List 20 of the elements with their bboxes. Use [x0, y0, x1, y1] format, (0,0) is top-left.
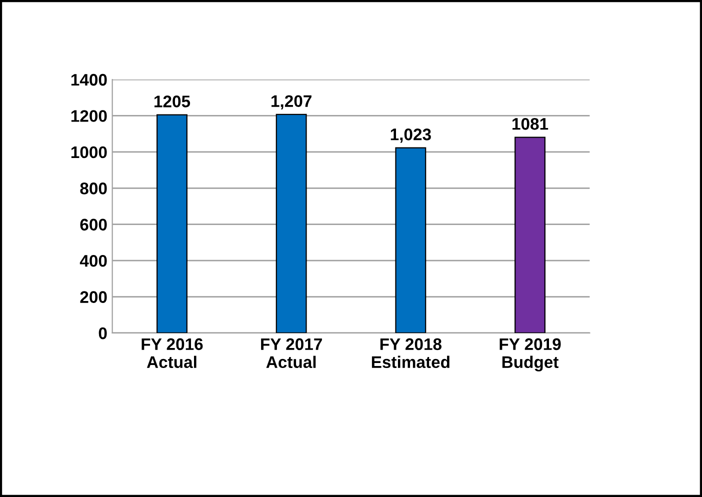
bar — [395, 147, 426, 333]
y-tick-label: 800 — [80, 182, 107, 194]
y-tick-label: 200 — [80, 291, 107, 303]
y-tick-label: 600 — [80, 218, 107, 231]
data-label: 1205 — [154, 96, 190, 108]
bar — [276, 114, 307, 333]
y-tick-label: 1400 — [71, 74, 107, 86]
y-tick-label: 400 — [80, 254, 107, 267]
y-tick-label: 1000 — [71, 146, 107, 158]
x-tick-label: FY 2019 Budget — [500, 338, 561, 372]
data-label: 1081 — [512, 118, 548, 130]
bar — [514, 136, 546, 333]
x-tick-label: FY 2016 Actual — [142, 338, 203, 368]
x-tick-label: FY 2018 Estimated — [372, 338, 450, 368]
y-tick-label: 1200 — [71, 110, 107, 122]
y-tick-label: 0 — [98, 327, 107, 340]
bar — [156, 114, 188, 333]
x-tick-label: FY 2017 Actual — [261, 338, 322, 368]
data-label: 1,207 — [272, 95, 312, 110]
data-label: 1,023 — [390, 128, 431, 143]
